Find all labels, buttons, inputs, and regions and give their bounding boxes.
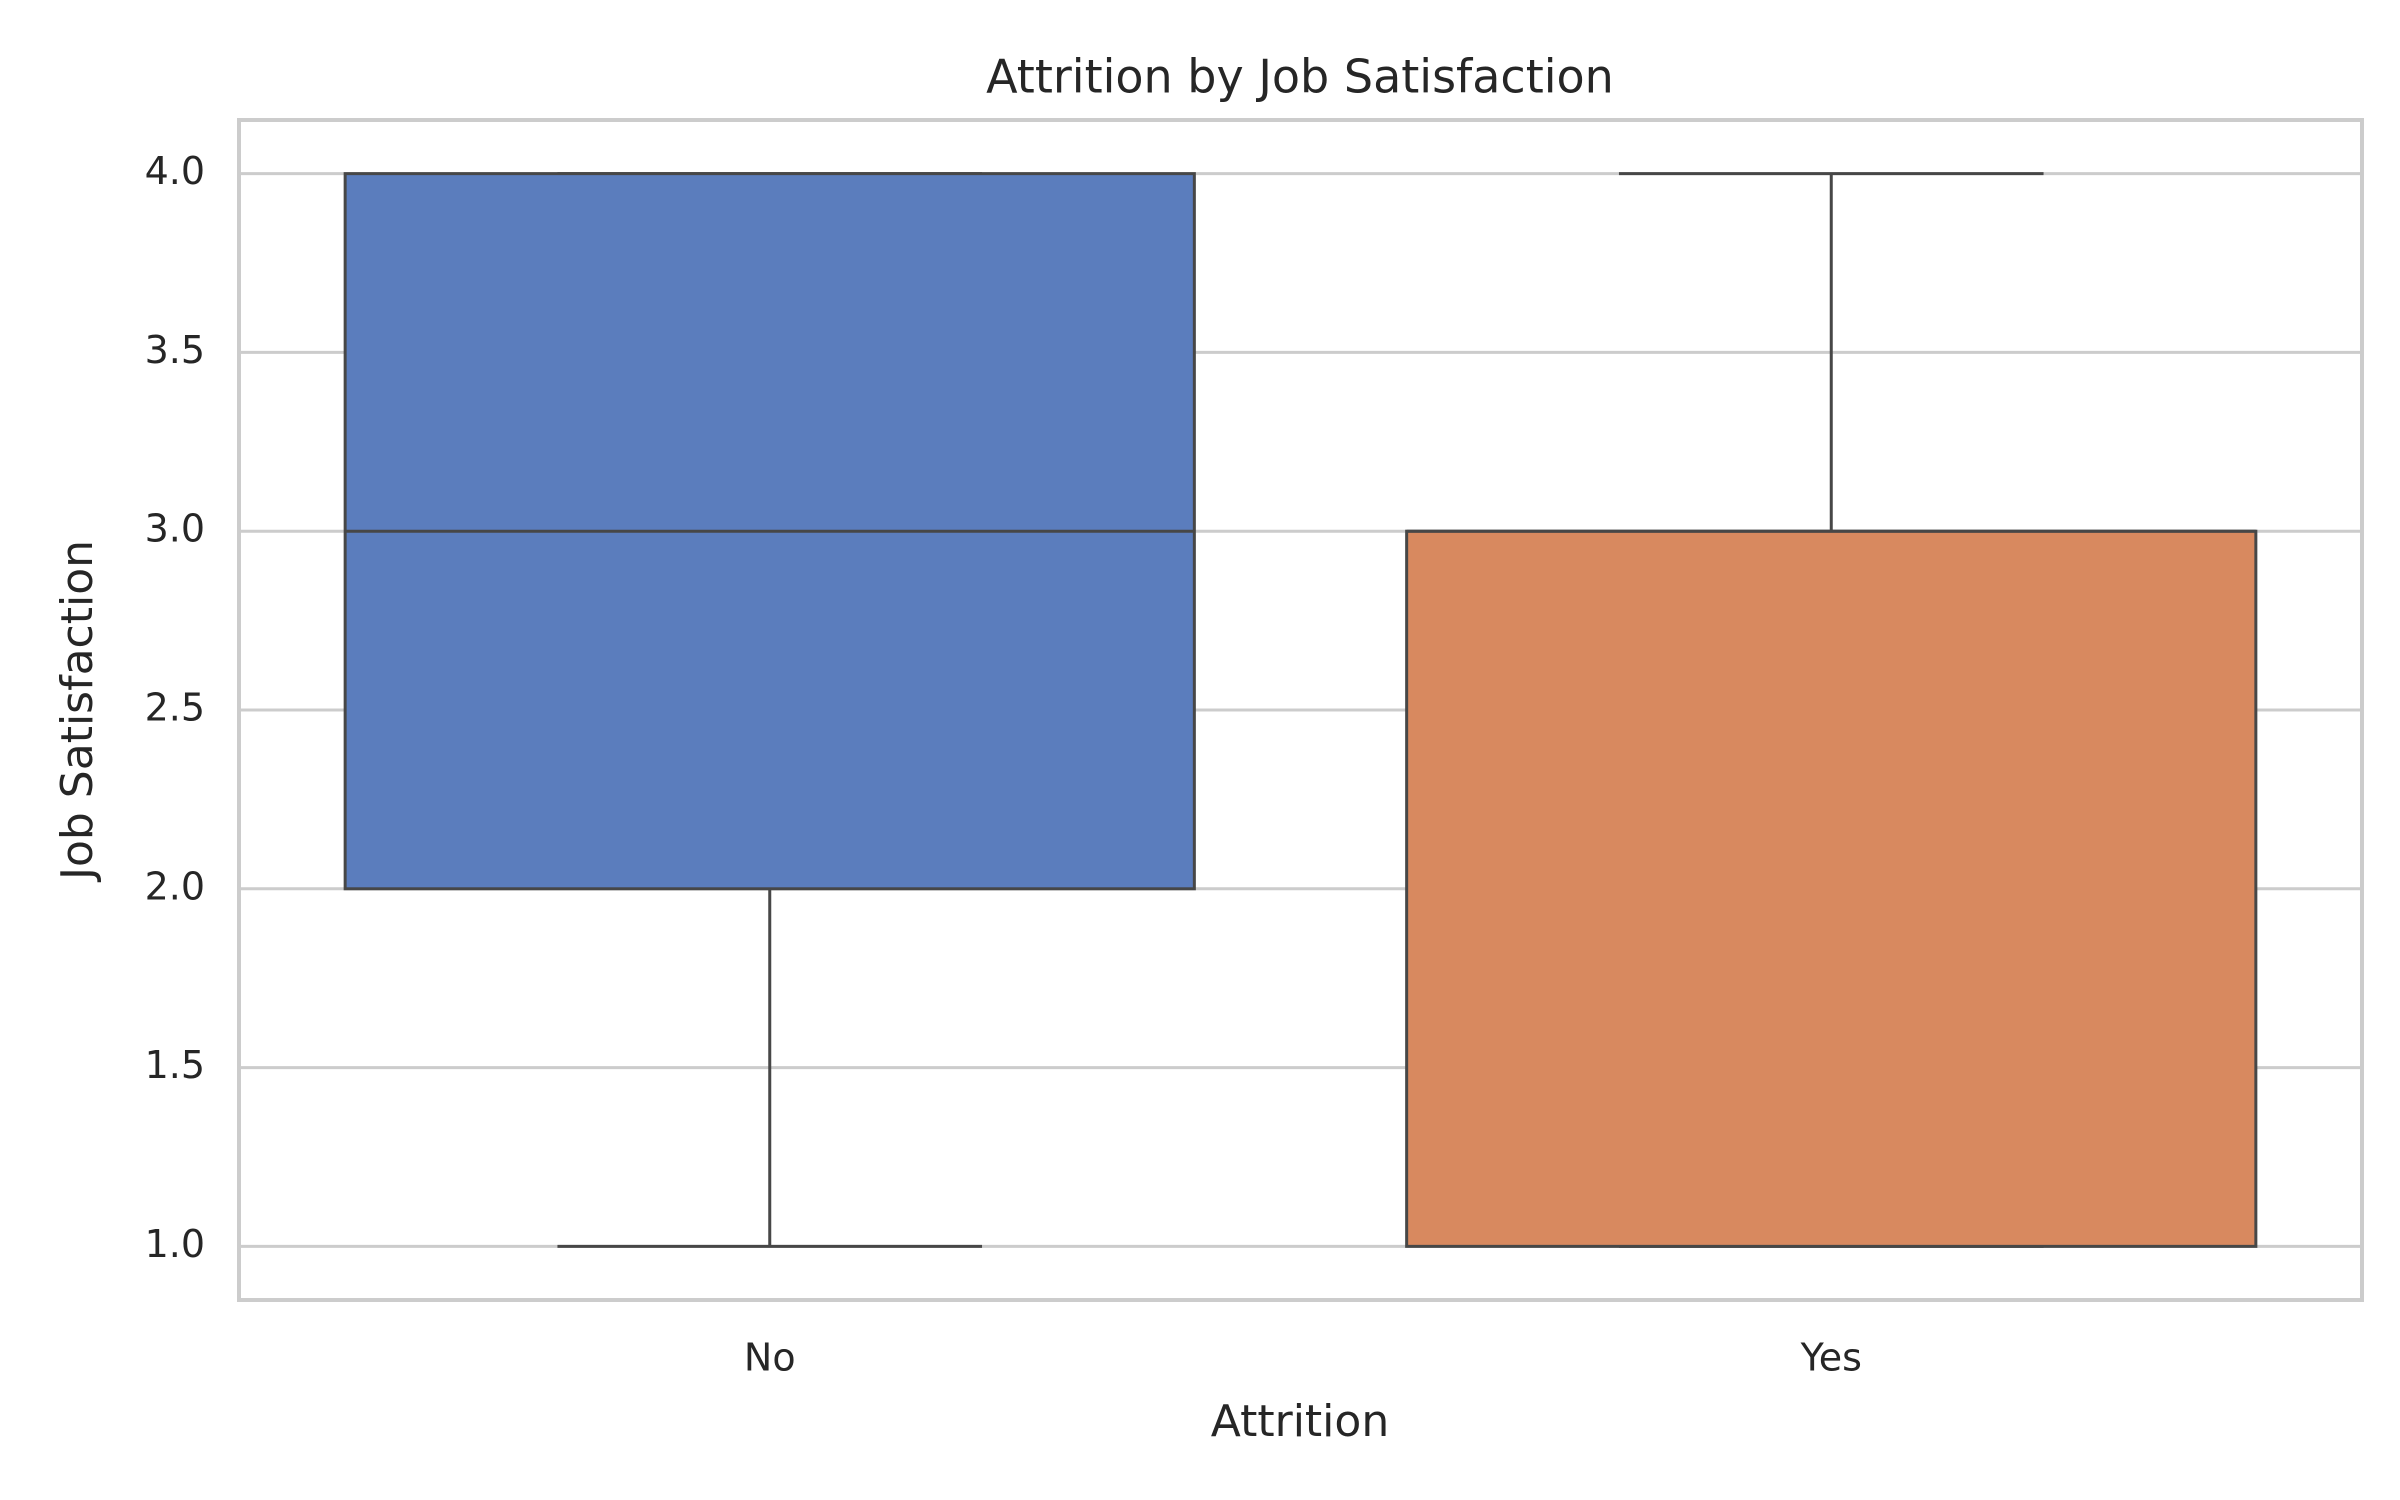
y-tick-label: 3.5	[145, 328, 205, 372]
y-tick-label: 1.0	[145, 1222, 205, 1266]
chart-title: Attrition by Job Satisfaction	[986, 50, 1614, 104]
x-axis-label: Attrition	[1211, 1396, 1389, 1447]
plot-frame	[237, 118, 2364, 1302]
y-tick-label: 4.0	[145, 149, 205, 193]
y-tick-label: 1.5	[145, 1043, 205, 1087]
y-axis-label: Job Satisfaction	[52, 540, 103, 883]
x-tick-label: No	[744, 1336, 796, 1380]
box	[1405, 529, 2258, 1248]
x-tick-label: Yes	[1800, 1336, 1862, 1380]
y-tick-label: 2.5	[145, 686, 205, 730]
y-tick-label: 2.0	[145, 864, 205, 908]
y-tick-label: 3.0	[145, 507, 205, 551]
